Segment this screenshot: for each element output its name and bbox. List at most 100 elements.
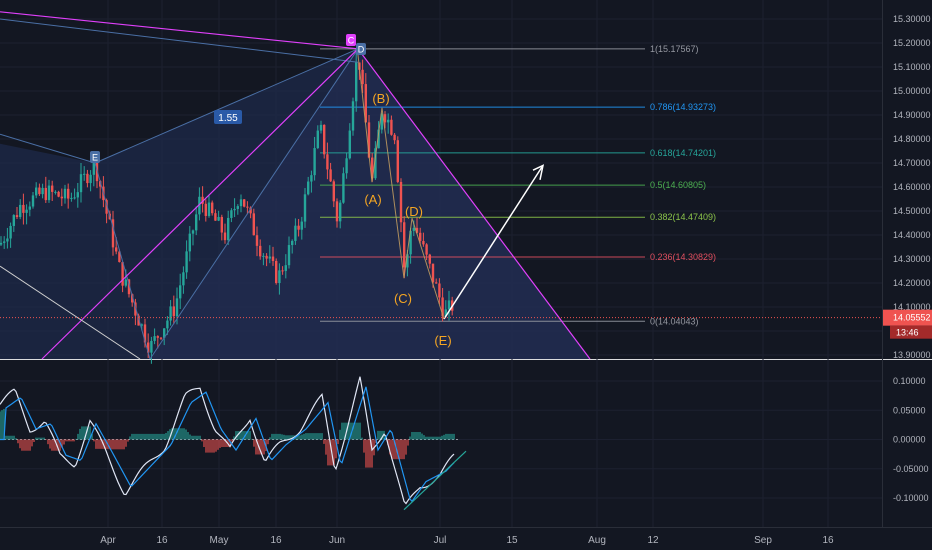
candle-body xyxy=(255,235,259,246)
candle-body xyxy=(284,265,287,271)
osc-histogram-bar xyxy=(67,439,69,442)
osc-histogram-bar xyxy=(193,435,195,440)
osc-histogram-bar xyxy=(203,439,205,447)
osc-histogram-bar xyxy=(139,433,141,440)
candle-body xyxy=(281,270,284,272)
candle-body xyxy=(73,197,76,199)
date-label: 12 xyxy=(647,535,659,546)
price-axis-label: 14.50000 xyxy=(893,206,931,216)
price-axis-label: 15.20000 xyxy=(893,38,931,48)
osc-axis-label: 0.00000 xyxy=(893,435,926,445)
osc-histogram-bar xyxy=(349,422,351,440)
candle-body xyxy=(169,306,172,321)
osc-histogram-bar xyxy=(317,433,319,440)
osc-histogram-bar xyxy=(11,435,13,440)
osc-histogram-bar xyxy=(253,439,255,447)
osc-histogram-bar xyxy=(225,439,227,447)
osc-histogram-bar xyxy=(135,433,137,440)
harmonic-pattern-fill xyxy=(0,48,590,359)
osc-histogram-bar xyxy=(163,433,165,440)
osc-histogram-bar xyxy=(263,439,265,455)
time-axis[interactable]: Apr 16 May 16 Jun 15 Jul Aug 12 Sep 16 xyxy=(100,535,834,546)
osc-histogram-bar xyxy=(45,439,47,440)
osc-histogram-bar xyxy=(353,422,355,440)
candle-body xyxy=(444,309,447,317)
date-label: May xyxy=(210,535,229,546)
osc-histogram-bar xyxy=(31,439,33,447)
osc-histogram-bar xyxy=(149,433,151,440)
osc-histogram-bar xyxy=(153,433,155,440)
osc-histogram-bar xyxy=(169,429,171,440)
candle-body xyxy=(383,114,387,123)
osc-histogram-bar xyxy=(415,432,417,440)
osc-divergence-line xyxy=(403,450,467,511)
pattern-leg xyxy=(94,48,359,164)
osc-histogram-bar xyxy=(407,439,409,446)
candle-body xyxy=(332,181,335,202)
candle-body xyxy=(355,62,358,102)
wave-label: (E) xyxy=(434,333,451,348)
osc-axis-label: -0.10000 xyxy=(893,493,929,503)
candle-body xyxy=(99,181,102,187)
elliott-wave-labels[interactable]: CD E 1.55 (A) (B) (C) (D) (E) xyxy=(90,34,452,348)
fib-level-label: 0.382(14.47409) xyxy=(650,212,716,222)
price-axis-label: 14.80000 xyxy=(893,134,931,144)
candle-body xyxy=(185,251,188,273)
osc-histogram-bar xyxy=(339,429,341,440)
fibonacci-retracement[interactable]: 1(15.17567) 0.786(14.93273) 0.618(14.74201… xyxy=(320,44,716,326)
pattern-leg xyxy=(149,48,359,360)
osc-histogram-bar xyxy=(441,435,443,440)
date-label: 16 xyxy=(156,535,168,546)
osc-histogram-bar xyxy=(435,436,437,440)
osc-histogram-bar xyxy=(197,435,199,440)
osc-histogram-bar xyxy=(433,436,435,440)
candle-body xyxy=(393,134,396,141)
osc-histogram-bar xyxy=(151,433,153,440)
osc-histogram-bar xyxy=(209,439,211,453)
candle-body xyxy=(6,238,9,242)
osc-histogram-bar xyxy=(423,435,425,440)
osc-histogram-bar xyxy=(49,439,51,449)
osc-histogram-bar xyxy=(89,426,91,440)
osc-histogram-bar xyxy=(335,439,337,459)
osc-histogram-bar xyxy=(99,439,101,449)
candle-body xyxy=(316,130,319,149)
osc-histogram-bar xyxy=(301,434,303,440)
candle-body xyxy=(230,210,233,218)
osc-histogram-bar xyxy=(305,433,307,440)
current-price-badge xyxy=(883,309,932,326)
candle-body xyxy=(182,272,185,286)
candle-body xyxy=(287,245,291,266)
candle-body xyxy=(166,320,169,329)
osc-histogram-bar xyxy=(243,431,245,440)
osc-histogram-bar xyxy=(297,435,299,440)
candle-body xyxy=(153,336,156,341)
osc-histogram-bar xyxy=(247,431,249,440)
osc-histogram-bar xyxy=(37,437,39,440)
osc-histogram-bar xyxy=(121,439,123,450)
candle-body xyxy=(41,187,44,195)
osc-histogram-bar xyxy=(141,433,143,440)
candle-body xyxy=(0,242,3,245)
candle-body xyxy=(131,294,134,303)
candle-body xyxy=(396,140,399,182)
osc-histogram-bar xyxy=(311,433,313,440)
osc-histogram-bar xyxy=(345,422,347,440)
price-axis-label: 15.30000 xyxy=(893,14,931,24)
candle-body xyxy=(188,233,191,252)
osc-histogram-bar xyxy=(191,435,193,440)
osc-histogram-bar xyxy=(269,437,271,440)
osc-histogram-bar xyxy=(229,439,231,447)
date-label: 16 xyxy=(270,535,282,546)
osc-signal-line xyxy=(0,376,455,505)
osc-histogram-bar xyxy=(41,437,43,440)
osc-histogram-bar xyxy=(195,435,197,440)
price-axis[interactable]: 15.30000 15.20000 15.10000 15.00000 14.90000… xyxy=(883,14,932,503)
price-axis-label: 14.60000 xyxy=(893,182,931,192)
harmonic-pattern-lines[interactable] xyxy=(0,11,882,360)
osc-histogram-bar xyxy=(55,439,57,451)
fib-level-label: 0.618(14.74201) xyxy=(650,148,716,158)
date-label: Apr xyxy=(100,535,116,546)
osc-histogram-bar xyxy=(369,439,371,468)
